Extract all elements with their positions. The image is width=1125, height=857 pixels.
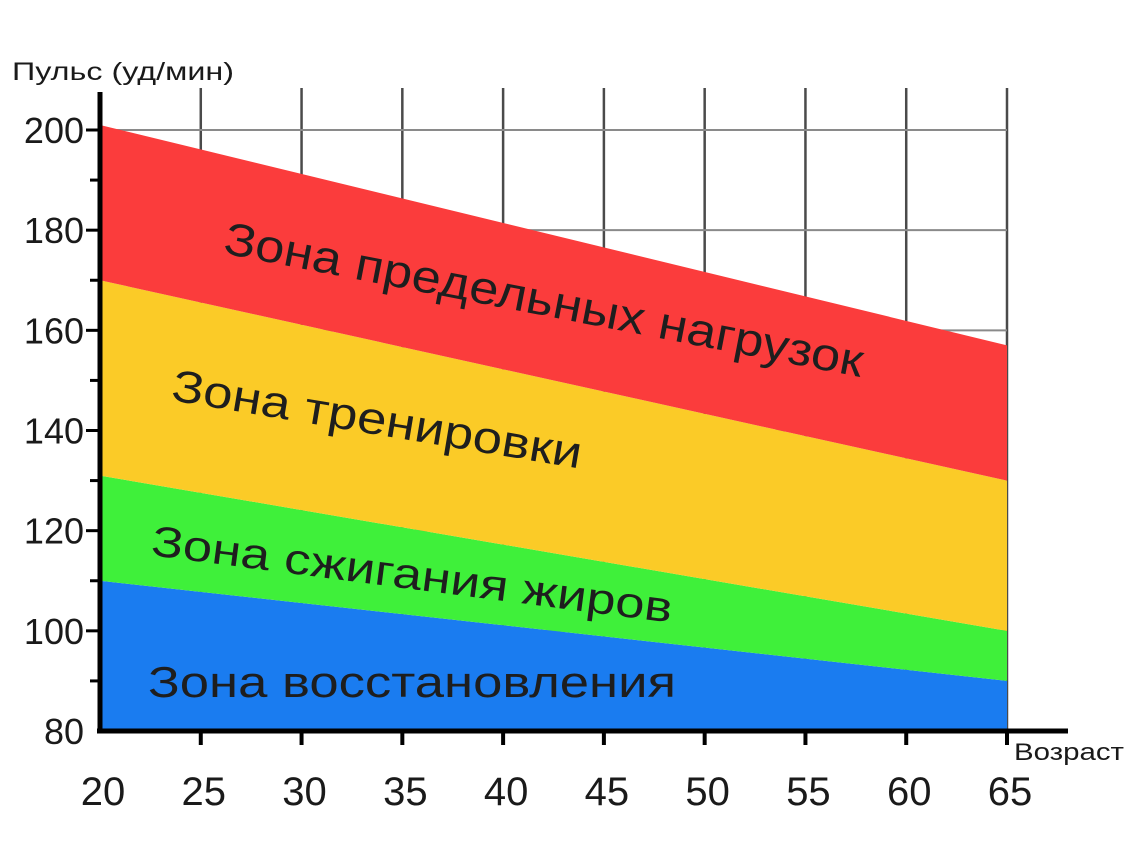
axis-ticks: [86, 128, 1009, 745]
y-tick-label-200: 200: [24, 110, 84, 151]
y-tick-labels: 80 100 120 140 160 180 200: [24, 110, 84, 752]
zone-label-1: Зона восстановления: [148, 658, 676, 707]
x-tick-label-50: 50: [685, 770, 730, 814]
zone-bands: [100, 124, 1007, 731]
x-tick-label-45: 45: [585, 770, 630, 814]
y-tick-label-100: 100: [24, 611, 84, 652]
y-tick-label-140: 140: [24, 411, 84, 452]
y-tick-label-180: 180: [24, 210, 84, 251]
y-tick-label-160: 160: [24, 310, 84, 351]
x-tick-label-35: 35: [383, 770, 428, 814]
zone-band-1: [100, 580, 1007, 731]
x-axis-title: Возраст: [1014, 739, 1124, 766]
x-tick-label-20: 20: [81, 770, 126, 814]
zone-band-3: [100, 280, 1007, 631]
y-tick-label-120: 120: [24, 511, 84, 552]
x-tick-labels: 20 25 30 35 40 45 50 55 60 65: [81, 770, 1033, 814]
x-tick-label-40: 40: [484, 770, 529, 814]
y-tick-label-80: 80: [44, 711, 84, 752]
x-tick-label-55: 55: [786, 770, 831, 814]
zone-band-2: [100, 475, 1007, 681]
x-tick-label-30: 30: [282, 770, 327, 814]
x-tick-label-25: 25: [182, 770, 227, 814]
y-axis-title: Пульс (уд/мин): [12, 58, 234, 86]
zone-band-4: [100, 124, 1007, 481]
x-tick-label-60: 60: [887, 770, 932, 814]
x-tick-label-65: 65: [988, 770, 1033, 814]
